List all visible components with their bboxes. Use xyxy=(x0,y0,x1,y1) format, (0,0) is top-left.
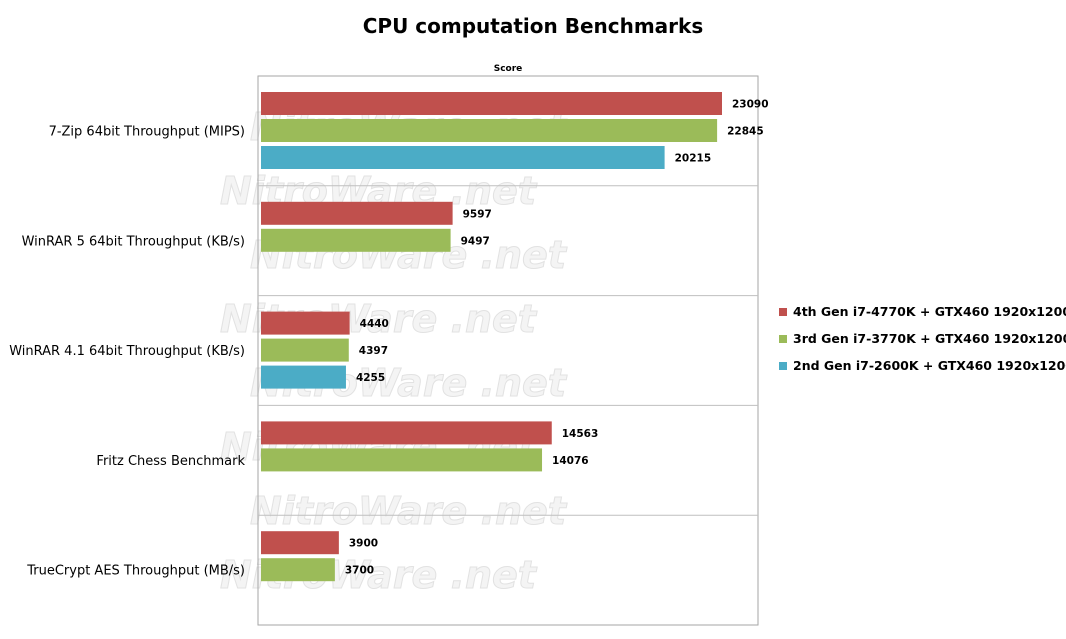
data-label: 14563 xyxy=(562,428,599,440)
bar xyxy=(261,311,350,335)
data-label: 3900 xyxy=(349,538,378,550)
legend-swatch xyxy=(779,335,787,343)
bar xyxy=(261,365,346,389)
bar xyxy=(261,448,543,472)
bar xyxy=(261,421,552,445)
legend-entry: 3rd Gen i7-3770K + GTX460 1920x1200 xyxy=(793,331,1066,346)
chart-title: CPU computation Benchmarks xyxy=(363,14,704,38)
bar xyxy=(261,146,665,169)
data-label: 22845 xyxy=(727,126,764,138)
category-label: Fritz Chess Benchmark xyxy=(96,454,245,469)
x-axis-title: Score xyxy=(494,64,523,74)
category-label: 7-Zip 64bit Throughput (MIPS) xyxy=(49,125,245,140)
data-label: 23090 xyxy=(732,99,769,111)
bar xyxy=(261,531,339,555)
bar xyxy=(261,201,453,225)
plot-grid xyxy=(257,75,759,626)
data-label: 3700 xyxy=(345,565,374,577)
legend-entry: 4th Gen i7-4770K + GTX460 1920x1200 xyxy=(793,304,1066,319)
data-label: 9597 xyxy=(463,208,492,220)
data-label: 14076 xyxy=(552,455,589,467)
legend: 4th Gen i7-4770K + GTX460 1920x1200 3rd G… xyxy=(779,304,1066,373)
category-label: WinRAR 4.1 64bit Throughput (KB/s) xyxy=(9,344,245,359)
legend-swatch xyxy=(779,362,787,370)
bar xyxy=(261,119,718,142)
watermark-text: NitroWare .net xyxy=(250,489,568,533)
bars xyxy=(261,92,722,582)
labels: 7-Zip 64bit Throughput (MIPS) 23090 22845 2… xyxy=(9,99,768,579)
bar xyxy=(261,558,335,582)
data-label: 20215 xyxy=(675,153,712,165)
legend-entry: 2nd Gen i7-2600K + GTX460 1920x1200 xyxy=(793,358,1066,373)
category-label: WinRAR 5 64bit Throughput (KB/s) xyxy=(22,234,245,249)
data-label: 4397 xyxy=(359,345,388,357)
data-label: 9497 xyxy=(461,235,490,247)
data-label: 4255 xyxy=(356,372,385,384)
bar xyxy=(261,338,349,362)
plot-area xyxy=(257,75,759,626)
data-label: 4440 xyxy=(360,318,389,330)
bar xyxy=(261,92,722,115)
legend-swatch xyxy=(779,308,787,316)
category-label: TrueCrypt AES Throughput (MB/s) xyxy=(26,564,245,579)
bar xyxy=(261,228,451,252)
